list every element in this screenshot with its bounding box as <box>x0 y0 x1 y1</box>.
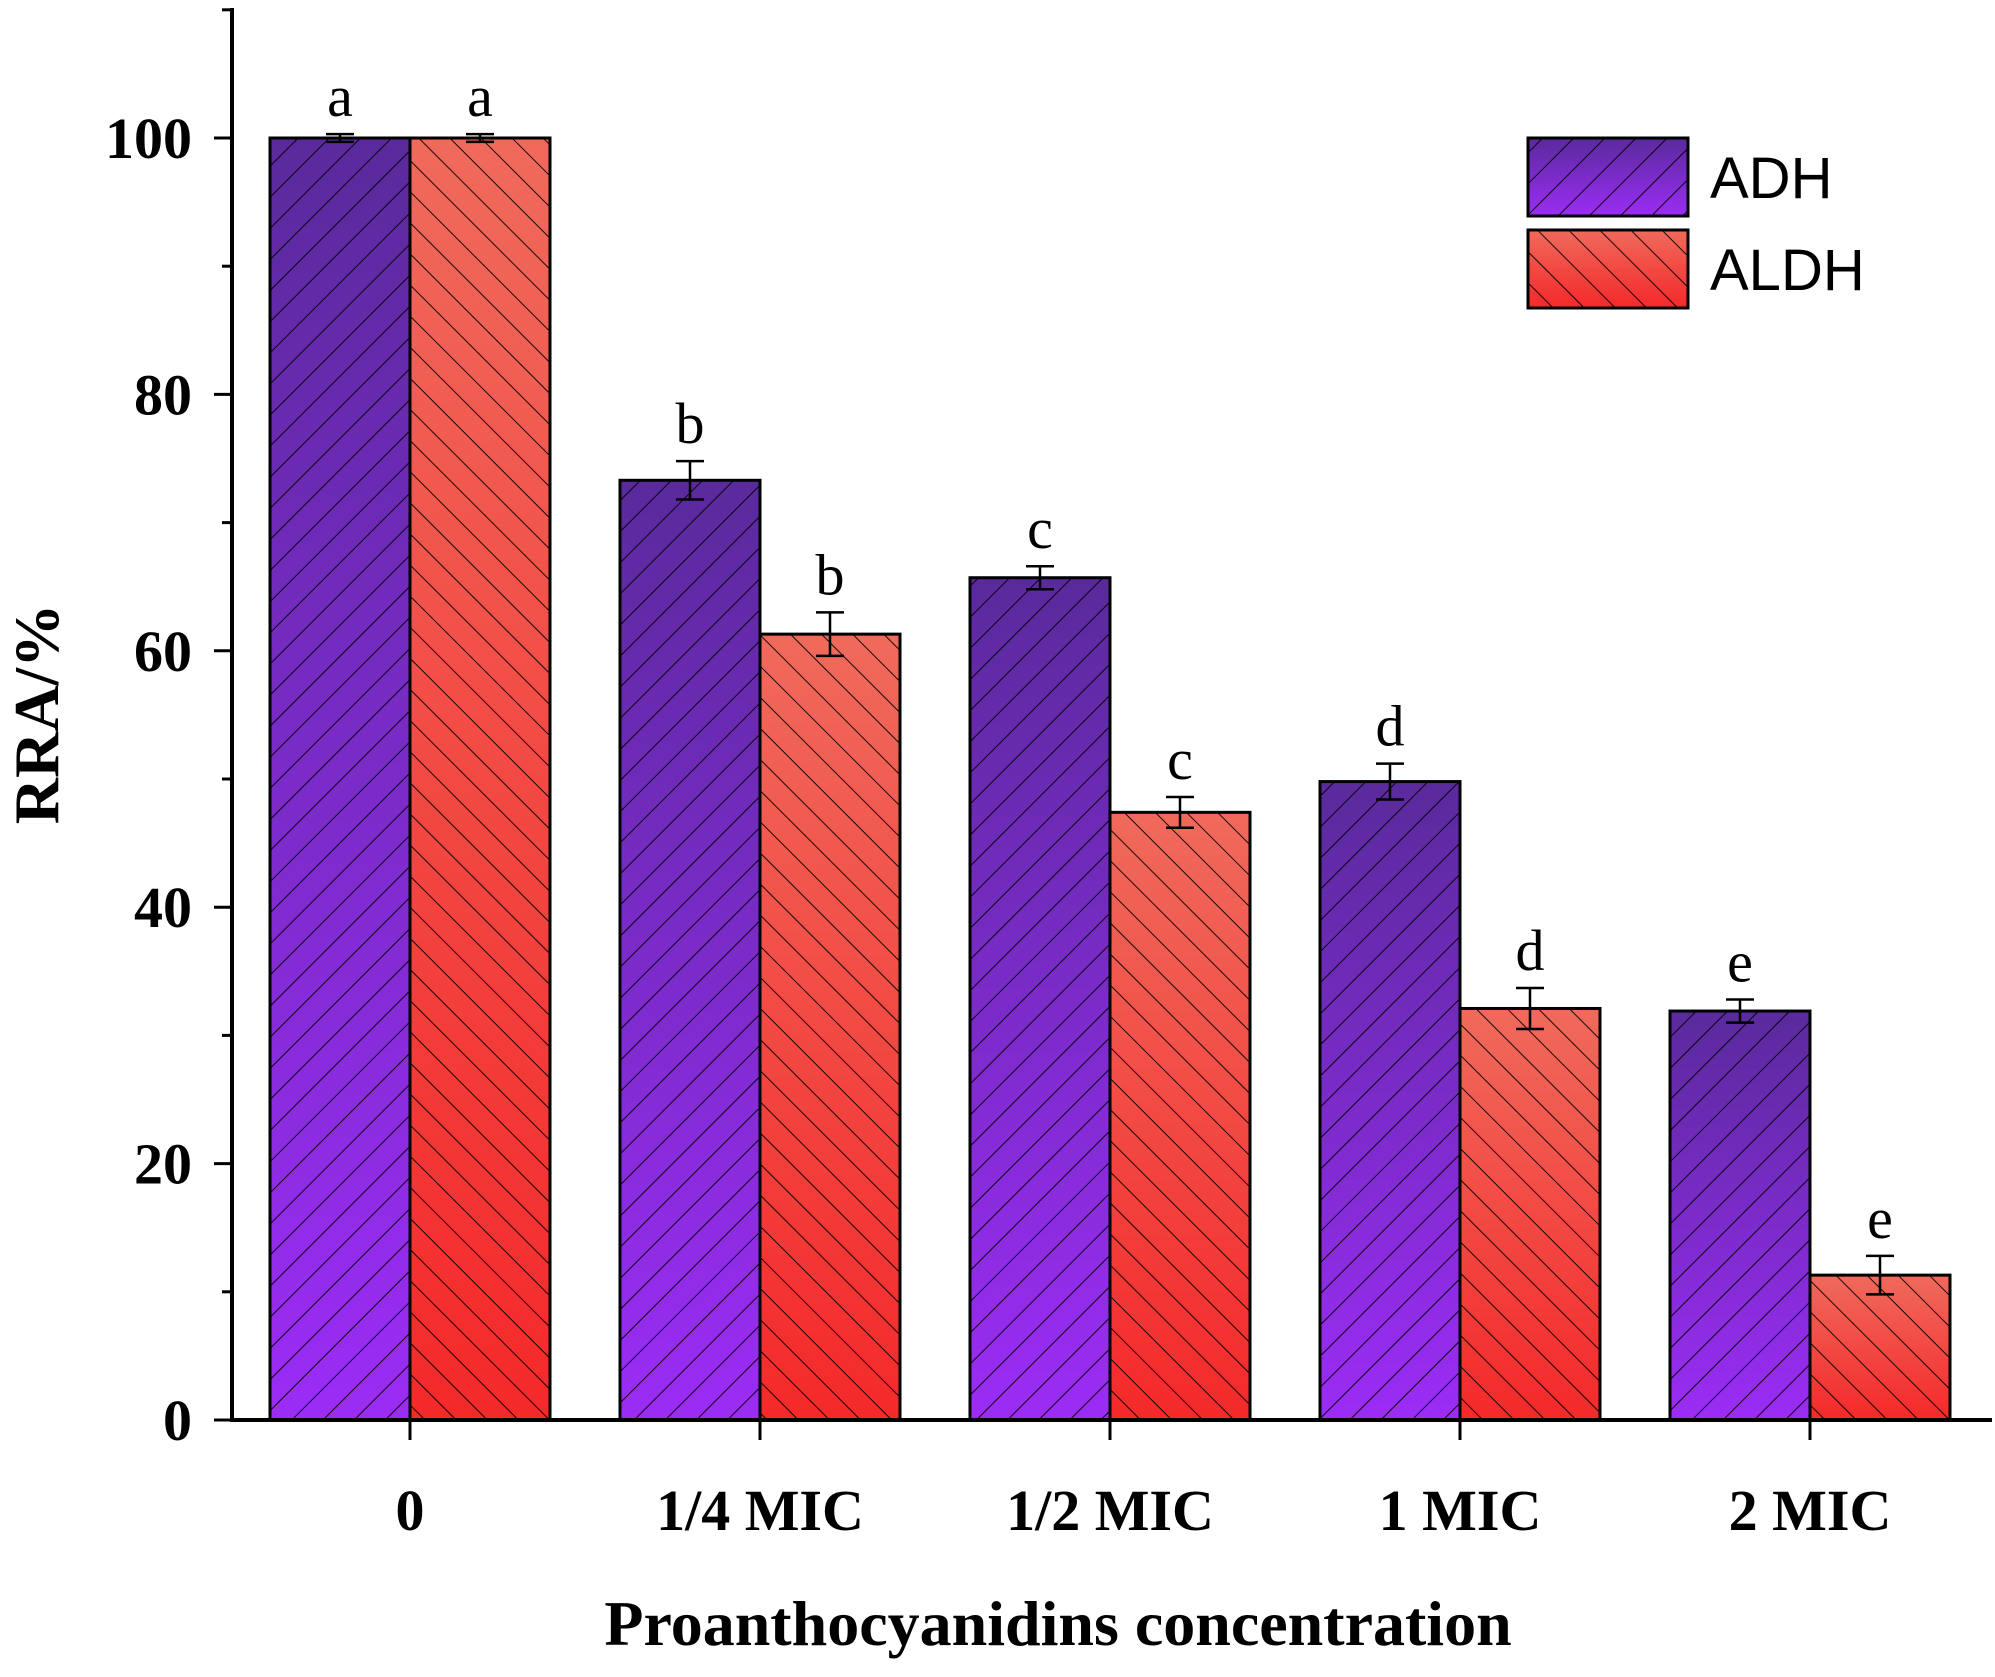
y-axis-title: RRA/% <box>1 604 72 824</box>
legend-label-aldh: ALDH <box>1710 238 1865 303</box>
sig-label-aldh-3: d <box>1516 918 1545 983</box>
sig-label-aldh-1: b <box>816 542 845 607</box>
bar-hatch-aldh-0 <box>408 136 552 1422</box>
bar-hatch-aldh-4 <box>1808 1273 1952 1422</box>
sig-label-adh-0: a <box>327 64 353 129</box>
y-tick-label-2: 40 <box>134 875 192 940</box>
sig-label-adh-2: c <box>1027 496 1053 561</box>
error-bar-adh-3 <box>1376 762 1404 801</box>
bars-layer <box>268 136 1952 1422</box>
sig-label-aldh-2: c <box>1167 727 1193 792</box>
error-bar-aldh-2 <box>1166 795 1194 829</box>
bar-hatch-aldh-1 <box>758 632 902 1422</box>
x-tick-label-3: 1 MIC <box>1379 1478 1542 1543</box>
significance-labels-layer: a b c d e a b c d e <box>327 64 1893 1251</box>
error-bar-aldh-1 <box>816 611 844 658</box>
y-tick-label-1: 20 <box>134 1132 192 1197</box>
legend: ADH ALDH <box>1526 136 1865 310</box>
legend-label-adh: ADH <box>1710 146 1832 211</box>
sig-label-adh-4: e <box>1727 930 1753 995</box>
error-bars-layer <box>326 132 1894 1296</box>
error-bar-aldh-4 <box>1866 1254 1894 1296</box>
error-bar-adh-1 <box>676 459 704 501</box>
bar-hatch-aldh-3 <box>1458 1006 1602 1422</box>
y-tick-label-4: 80 <box>134 362 192 427</box>
bar-hatch-adh-2 <box>968 576 1112 1422</box>
error-bar-aldh-0 <box>466 132 494 144</box>
sig-label-aldh-4: e <box>1867 1186 1893 1251</box>
legend-swatch-aldh-hatch <box>1528 230 1688 308</box>
bar-hatch-adh-0 <box>268 136 412 1422</box>
sig-label-adh-1: b <box>676 391 705 456</box>
y-axis-ticks: 0 20 40 60 80 100 <box>105 8 232 1453</box>
x-tick-label-4: 2 MIC <box>1729 1478 1892 1543</box>
bar-hatch-adh-4 <box>1668 1009 1812 1422</box>
y-tick-label-0: 0 <box>163 1388 192 1453</box>
x-axis-ticks: 0 1/4 MIC 1/2 MIC 1 MIC 2 MIC <box>396 1420 1892 1543</box>
bar-hatch-aldh-2 <box>1108 810 1252 1422</box>
bar-hatch-adh-1 <box>618 478 762 1422</box>
y-tick-label-5: 100 <box>105 106 192 171</box>
x-tick-label-2: 1/2 MIC <box>1006 1478 1214 1543</box>
sig-label-adh-3: d <box>1376 694 1405 759</box>
error-bar-aldh-3 <box>1516 986 1544 1031</box>
error-bar-adh-4 <box>1726 998 1754 1024</box>
legend-swatch-adh-hatch <box>1528 138 1688 216</box>
x-tick-label-1: 1/4 MIC <box>656 1478 864 1543</box>
sig-label-aldh-0: a <box>467 64 493 129</box>
x-axis-title: Proanthocyanidins concentration <box>604 1588 1511 1659</box>
error-bar-adh-0 <box>326 132 354 144</box>
error-bar-adh-2 <box>1026 564 1054 591</box>
y-tick-label-3: 60 <box>134 619 192 684</box>
bar-hatch-adh-3 <box>1318 780 1462 1422</box>
x-tick-label-0: 0 <box>396 1478 425 1543</box>
